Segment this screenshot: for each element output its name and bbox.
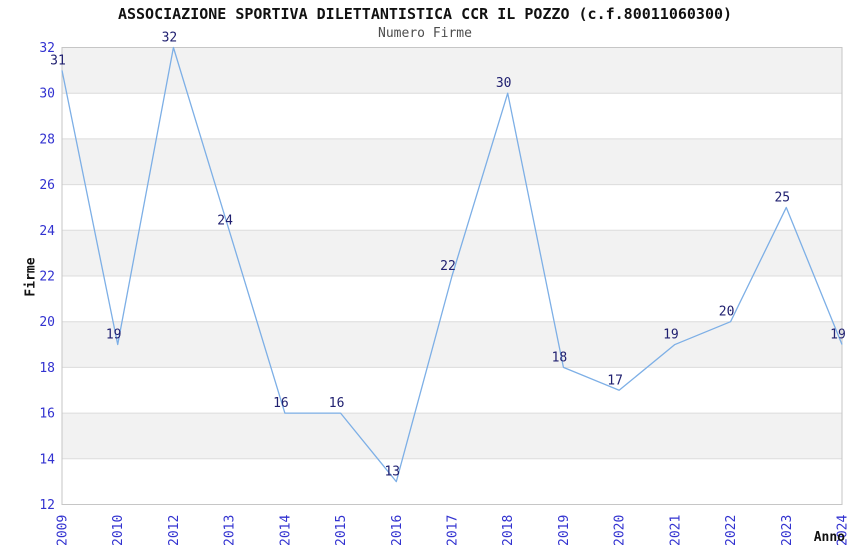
x-tick-label: 2021 (668, 515, 683, 546)
data-point-label: 19 (830, 328, 846, 343)
chart-title: ASSOCIAZIONE SPORTIVA DILETTANTISTICA CC… (117, 5, 733, 23)
grid-band (62, 413, 842, 459)
y-tick-label: 22 (39, 270, 55, 285)
x-tick-label: 2015 (334, 515, 349, 546)
data-point-label: 19 (663, 328, 679, 343)
y-axis-label: Firme (23, 257, 39, 297)
data-point-label: 19 (106, 328, 122, 343)
data-point-label: 22 (440, 259, 456, 274)
y-tick-label: 30 (39, 87, 55, 102)
data-point-label: 16 (329, 396, 345, 411)
data-point-label: 13 (384, 465, 400, 480)
y-tick-label: 16 (39, 407, 55, 422)
x-tick-label: 2017 (446, 515, 461, 546)
y-tick-label: 18 (39, 361, 55, 376)
data-point-label: 17 (607, 373, 623, 388)
x-tick-label: 2020 (613, 515, 628, 546)
chart-subtitle: Numero Firme (378, 26, 472, 41)
y-tick-label: 14 (39, 452, 55, 467)
y-tick-label: 12 (39, 498, 55, 513)
series-line (61, 46, 843, 483)
x-tick-label: 2024 (836, 515, 850, 546)
data-point-label: 20 (719, 305, 735, 320)
x-axis-label: Anno (813, 530, 845, 545)
data-point-label: 32 (162, 31, 178, 46)
y-tick-label: 24 (39, 224, 55, 239)
x-tick-label: 2013 (223, 515, 238, 546)
x-tick-label: 2018 (501, 515, 516, 546)
x-tick-label: 2014 (278, 515, 293, 546)
y-tick-label: 32 (39, 41, 55, 56)
x-tick-label: 2019 (557, 515, 572, 546)
x-tick-label: 2022 (724, 515, 739, 546)
data-point-label: 16 (273, 396, 289, 411)
data-point-label: 31 (50, 53, 66, 68)
grid-band (62, 230, 842, 276)
x-tick-label: 2010 (111, 515, 126, 546)
grid-band (62, 138, 842, 185)
x-tick-label: 2012 (167, 515, 182, 546)
data-point-label: 18 (552, 350, 568, 365)
y-tick-label: 28 (39, 132, 55, 147)
grid-band (62, 321, 842, 368)
x-tick-label: 2016 (390, 515, 405, 546)
x-tick-label: 2023 (780, 515, 795, 546)
data-point-label: 25 (774, 190, 790, 205)
x-tick-label: 2009 (56, 515, 71, 546)
plot-border (61, 47, 843, 505)
data-point-label: 24 (217, 213, 233, 228)
y-tick-label: 26 (39, 178, 55, 193)
data-point-label: 30 (496, 76, 512, 91)
y-tick-label: 20 (39, 315, 55, 330)
grid-band (62, 47, 842, 94)
